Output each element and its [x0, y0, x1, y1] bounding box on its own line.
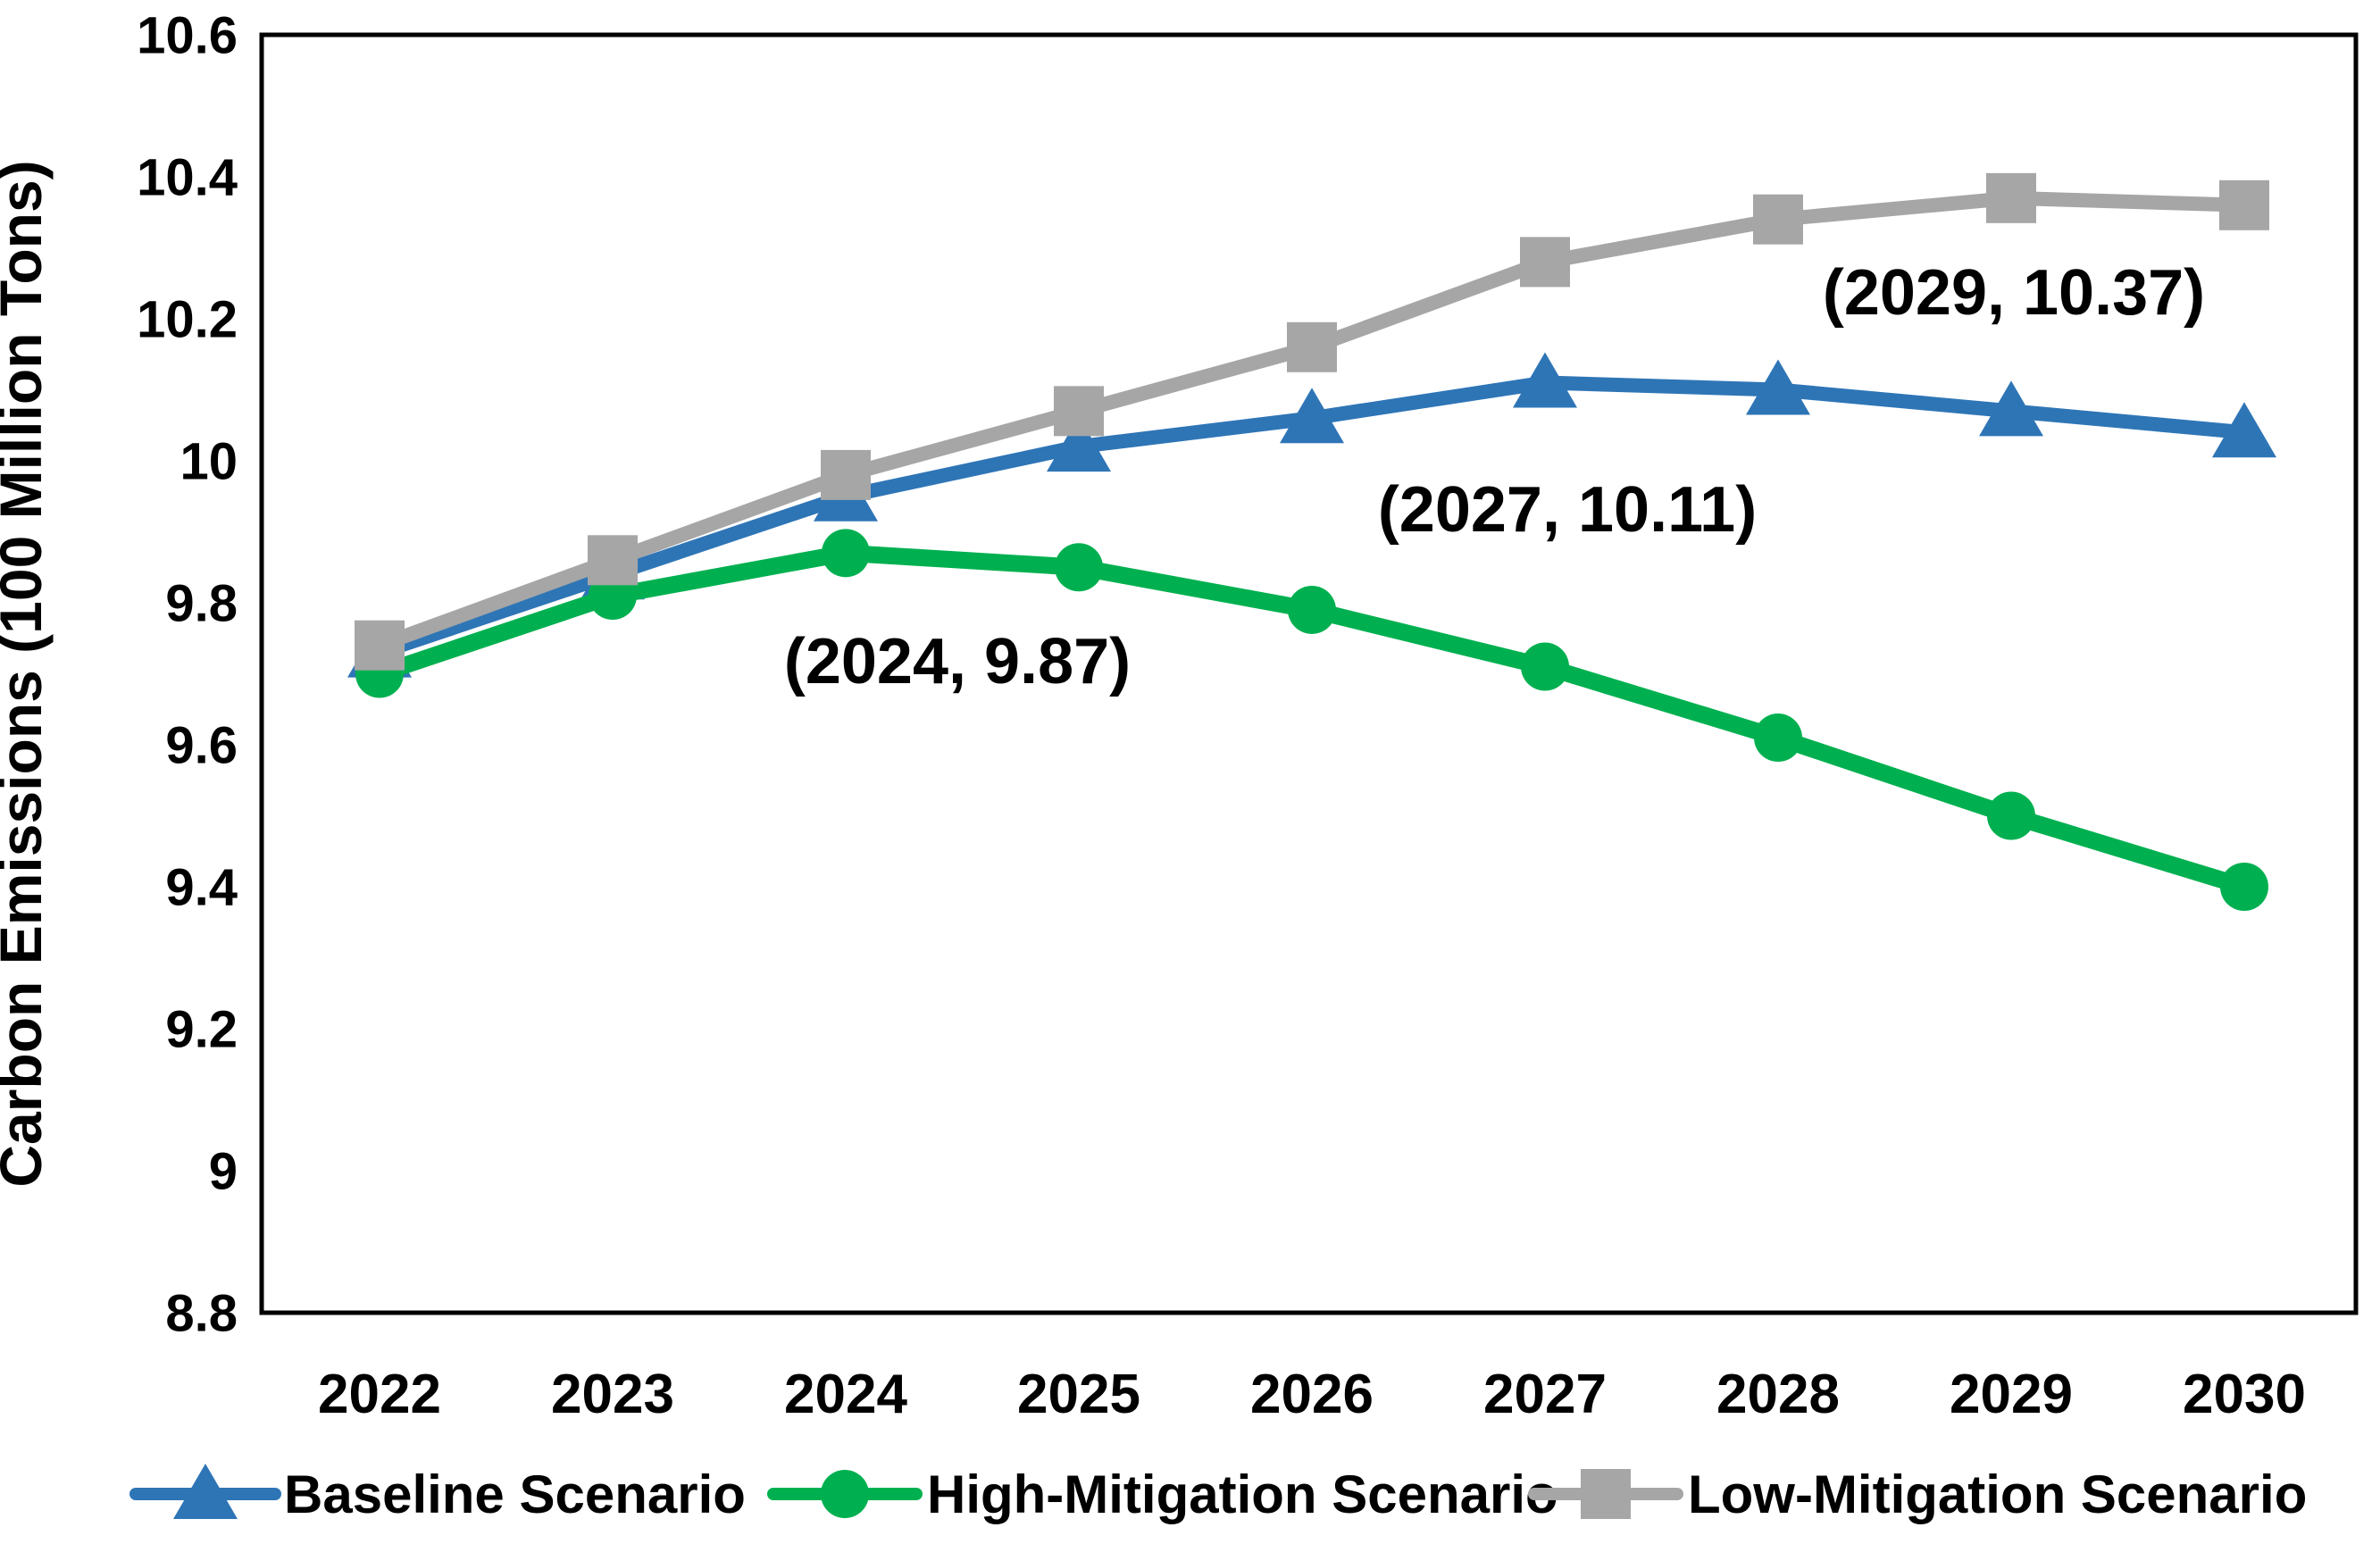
plot-border — [259, 32, 2359, 1315]
circle-marker — [1521, 642, 1569, 691]
y-tick-label: 9.8 — [165, 574, 238, 632]
x-tick-label: 2026 — [1250, 1364, 1374, 1425]
triangle-marker — [2212, 402, 2276, 458]
y-tick-label: 8.8 — [165, 1284, 238, 1342]
legend-label: Baseline Scenario — [284, 1465, 746, 1524]
triangle-marker — [1979, 380, 2043, 437]
annotation-label: (2027, 10.11) — [1378, 474, 1757, 546]
x-tick-label: 2030 — [2183, 1364, 2306, 1425]
x-tick-label: 2024 — [784, 1364, 907, 1425]
circle-marker — [1288, 585, 1336, 634]
circle-marker — [821, 1470, 869, 1518]
square-marker — [1581, 1469, 1631, 1519]
legend: Baseline Scenario High-Mitigation Scenari… — [129, 1464, 2307, 1524]
triangle-marker — [1047, 416, 1111, 472]
y-tick-label: 9.6 — [165, 716, 238, 774]
square-marker — [355, 620, 405, 671]
x-tick-label: 2029 — [1950, 1364, 2073, 1425]
y-tick-label: 10 — [180, 432, 238, 490]
y-axis-tick-labels: 8.8 9 9.2 9.4 9.6 9.8 10 10.2 10.4 10.6 — [137, 6, 238, 1342]
square-marker — [2219, 179, 2269, 230]
annotations: (2024, 9.87) (2027, 10.11) (2029, 10.37) — [784, 257, 2205, 697]
square-marker — [1287, 321, 1337, 372]
triangle-marker — [1513, 352, 1577, 408]
circle-marker — [1987, 791, 2035, 840]
y-tick-label: 9 — [209, 1142, 238, 1200]
y-tick-label: 9.2 — [165, 1000, 238, 1058]
x-tick-label: 2028 — [1716, 1364, 1840, 1425]
x-tick-label: 2022 — [318, 1364, 441, 1425]
x-tick-label: 2027 — [1483, 1364, 1607, 1425]
annotation-label: (2029, 10.37) — [1823, 257, 2205, 329]
legend-item-baseline-scenario: Baseline Scenario — [129, 1464, 746, 1524]
circle-marker — [1754, 714, 1802, 763]
circle-marker — [822, 529, 870, 578]
y-tick-label: 9.4 — [165, 858, 238, 916]
square-marker — [1054, 386, 1104, 437]
y-tick-label: 10.6 — [137, 6, 238, 64]
triangle-marker — [1280, 388, 1344, 444]
x-tick-label: 2025 — [1017, 1364, 1140, 1425]
triangle-marker — [1746, 359, 1810, 415]
circle-marker — [1055, 543, 1103, 592]
legend-item-low-mitigation-scenario: Low-Mitigation Scenario — [1528, 1465, 2307, 1524]
square-marker — [1753, 194, 1803, 245]
circle-marker — [2220, 863, 2268, 911]
x-tick-label: 2023 — [551, 1364, 674, 1425]
legend-label: High-Mitigation Scenario — [927, 1465, 1558, 1524]
triangle-marker — [173, 1464, 238, 1519]
series-low-mitigation-scenario — [355, 172, 2269, 671]
square-marker — [1986, 172, 2036, 223]
square-marker — [1520, 237, 1570, 288]
legend-label: Low-Mitigation Scenario — [1688, 1465, 2307, 1524]
annotation-label: (2024, 9.87) — [784, 626, 1131, 697]
square-marker — [588, 535, 638, 586]
y-axis-title: Carbon Emissions (100 Million Tons) — [0, 160, 54, 1187]
x-axis-tick-labels: 2022 2023 2024 2025 2026 2027 2028 2029 2030 — [318, 1364, 2306, 1425]
legend-item-high-mitigation-scenario: High-Mitigation Scenario — [767, 1465, 1558, 1524]
y-tick-label: 10.2 — [137, 290, 238, 348]
square-marker — [821, 449, 871, 500]
y-tick-label: 10.4 — [137, 148, 238, 206]
